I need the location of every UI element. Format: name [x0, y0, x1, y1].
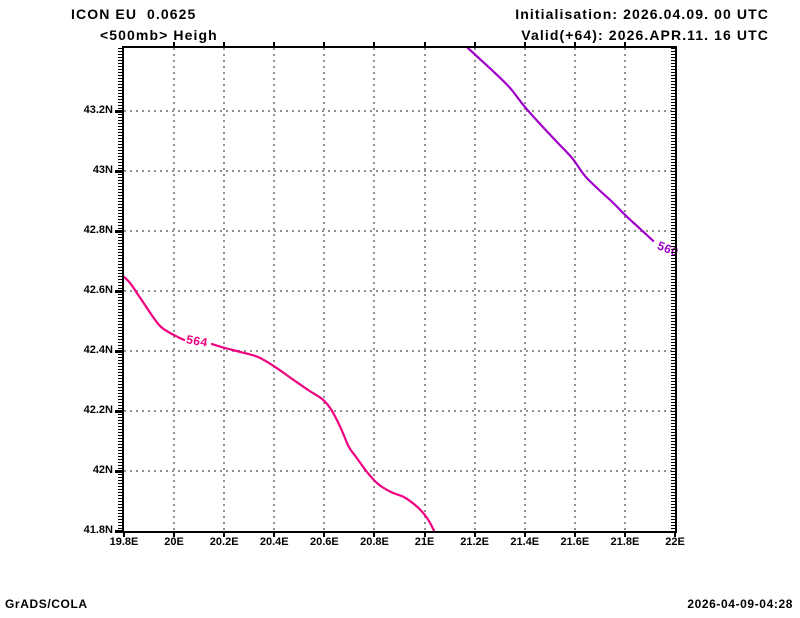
y-axis-tick [115, 170, 122, 173]
y-tick-label: 42.8N [83, 224, 113, 236]
x-tick-label: 20.8E [360, 536, 389, 548]
x-tick-label: 19.8E [109, 536, 139, 548]
y-tick-label: 42.2N [83, 404, 113, 416]
gridline-horizontal [124, 230, 675, 232]
x-axis-tick [674, 531, 676, 537]
x-axis-tick [623, 531, 626, 537]
init-time-label: Initialisation: 2026.04.09. 00 UTC [515, 6, 769, 22]
gridline-vertical [573, 48, 576, 531]
left-axis-minor-ticks [118, 48, 122, 531]
x-tick-label: 20.6E [309, 536, 339, 548]
gridline-vertical [173, 48, 176, 531]
contour-564-line [122, 275, 186, 341]
x-axis-top-tick [223, 42, 226, 46]
x-axis-top-tick [473, 42, 476, 46]
x-axis-top-tick [323, 42, 326, 46]
x-axis-top-tick [173, 42, 176, 46]
gridline-vertical [473, 48, 476, 531]
x-tick-label: 21.8E [610, 536, 640, 548]
x-tick-label: 21.6E [560, 536, 590, 548]
x-axis-tick [323, 531, 326, 537]
x-axis-tick [373, 531, 376, 537]
creation-timestamp: 2026-04-09-04:28 [687, 597, 793, 611]
gridline-vertical [523, 48, 526, 531]
gridline-vertical [623, 48, 626, 531]
y-axis-tick [115, 290, 122, 293]
contour-lines-svg [122, 46, 655, 533]
x-axis-tick [273, 531, 276, 537]
y-axis-tick [115, 530, 122, 533]
right-axis-minor-ticks [671, 48, 675, 531]
model-title: ICON EU 0.0625 [71, 6, 197, 22]
gridline-vertical [373, 48, 376, 531]
x-axis-tick [123, 531, 125, 537]
y-tick-label: 42.4N [83, 344, 113, 356]
x-axis-tick [423, 531, 426, 537]
y-axis-tick [115, 110, 122, 113]
x-tick-label: 22E [665, 536, 685, 548]
x-tick-label: 20.2E [209, 536, 239, 548]
x-axis-top-tick [373, 42, 376, 46]
valid-time-label: Valid(+64): 2026.APR.11. 16 UTC [521, 27, 769, 43]
gridline-vertical [223, 48, 226, 531]
field-title: <500mb> Heigh [100, 27, 218, 43]
gridline-horizontal [124, 410, 675, 412]
y-axis-tick [115, 230, 122, 233]
x-axis-top-tick [423, 42, 426, 46]
grads-signature: GrADS/COLA [5, 597, 88, 611]
y-tick-label: 42.6N [83, 284, 113, 296]
plot-frame [122, 46, 677, 533]
y-axis-tick [115, 470, 122, 473]
x-axis-tick [523, 531, 526, 537]
x-tick-label: 21E [414, 536, 435, 548]
contour-560-line [466, 46, 655, 242]
plot-area: 564 560 [122, 46, 681, 533]
x-axis-top-tick [273, 42, 276, 46]
gridline-horizontal [124, 170, 675, 172]
gridline-horizontal [124, 290, 675, 292]
gridline-vertical [323, 48, 326, 531]
y-axis-tick [115, 350, 122, 353]
x-axis-top-tick [623, 42, 626, 46]
x-tick-label: 20E [164, 536, 184, 548]
y-tick-label: 42N [92, 464, 113, 476]
gridline-horizontal [124, 470, 675, 472]
gridline-vertical [423, 48, 426, 531]
y-axis-tick [115, 410, 122, 413]
y-tick-label: 43.2N [83, 104, 113, 116]
contour-564-line [210, 343, 436, 533]
y-tick-label: 43N [92, 164, 113, 176]
x-axis-top-tick [573, 42, 576, 46]
gridline-vertical [273, 48, 276, 531]
x-axis-top-tick [523, 42, 526, 46]
x-axis-tick [473, 531, 476, 537]
x-axis-tick [223, 531, 226, 537]
x-tick-label: 21.4E [510, 536, 540, 548]
gridline-horizontal [124, 350, 675, 352]
x-tick-label: 20.4E [259, 536, 289, 548]
y-tick-label: 41.8N [83, 524, 113, 536]
gridline-horizontal [124, 110, 675, 112]
x-tick-label: 21.2E [460, 536, 489, 548]
x-axis-tick [573, 531, 576, 537]
x-axis-tick [173, 531, 176, 537]
